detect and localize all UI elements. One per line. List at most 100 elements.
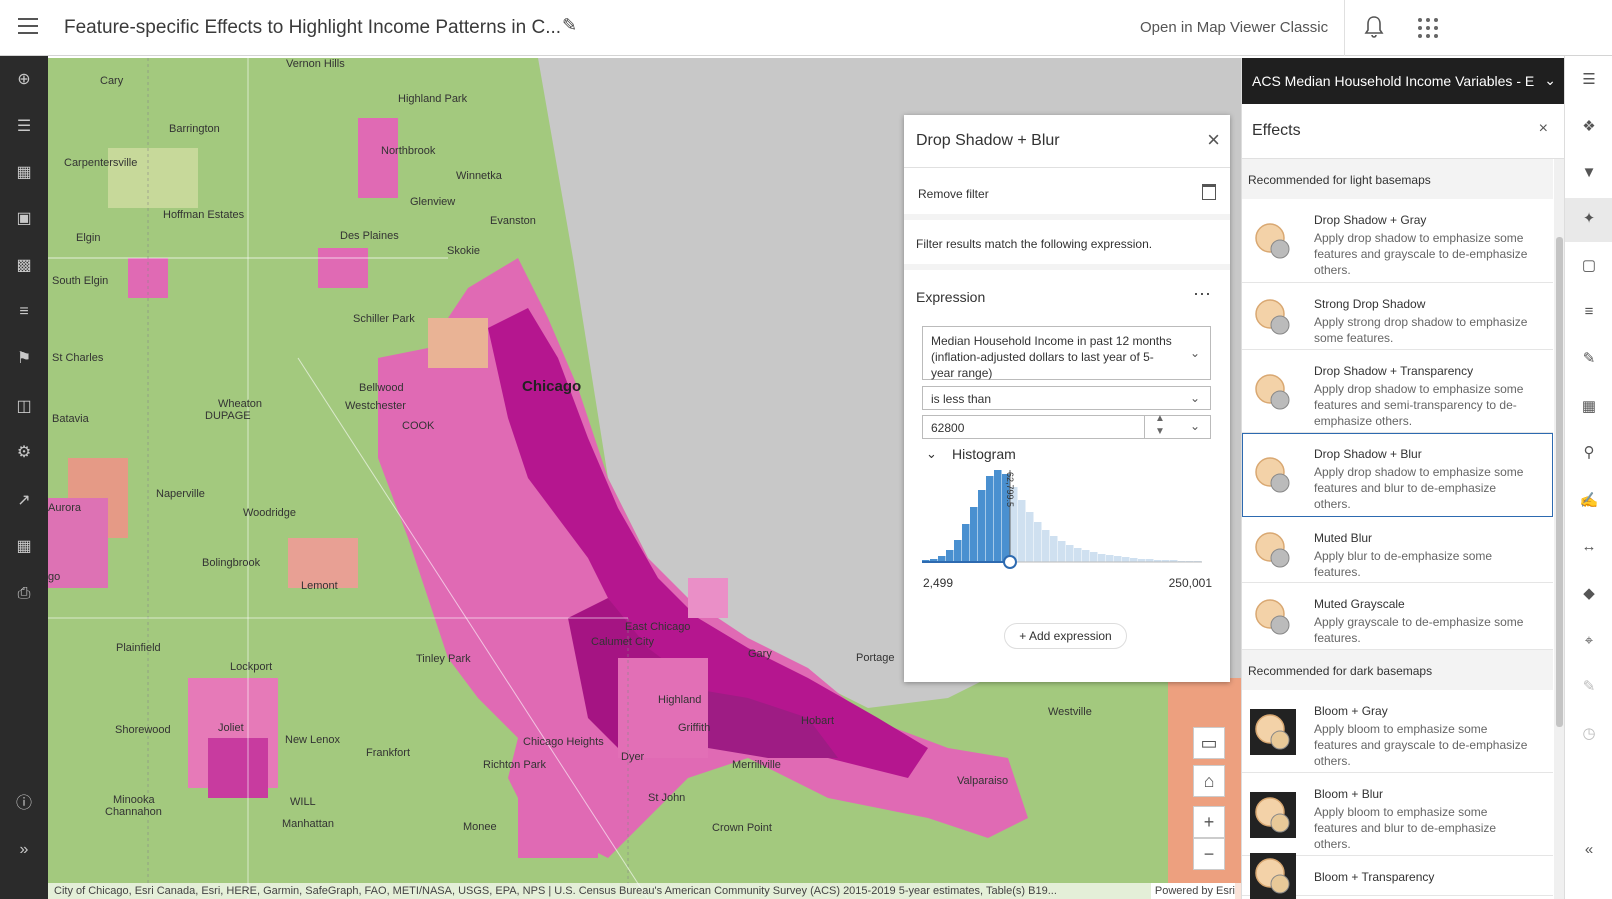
histogram-chart[interactable]: 62,799.5 xyxy=(922,470,1211,574)
close-icon[interactable]: × xyxy=(1538,120,1548,137)
map-label: Chicago xyxy=(522,378,582,395)
map-label: Woodridge xyxy=(243,507,296,519)
info-icon[interactable]: ⓘ xyxy=(15,795,32,812)
effect-item[interactable]: Bloom + Transparency xyxy=(1242,853,1553,899)
zoom-in-button[interactable]: + xyxy=(1193,806,1225,838)
location-icon[interactable]: ⌖ xyxy=(1584,632,1594,649)
chevron-down-icon[interactable]: ⌄ xyxy=(1189,419,1200,433)
filter-icon[interactable]: ▼ xyxy=(1581,164,1597,181)
properties-icon[interactable]: ☰ xyxy=(1582,71,1596,88)
trash-icon[interactable] xyxy=(1202,184,1216,200)
header-divider xyxy=(1344,0,1345,56)
effect-item[interactable]: Drop Shadow + Blur Apply drop shadow to e… xyxy=(1242,433,1553,517)
measure-icon[interactable]: ↔ xyxy=(1581,538,1597,555)
effect-item[interactable]: Muted Blur Apply blur to de-emphasize som… xyxy=(1242,517,1553,583)
effects-panel: ACS Median Household Income Variables - … xyxy=(1241,58,1565,899)
histogram-bar xyxy=(1138,559,1146,562)
field-select[interactable]: Median Household Income in past 12 month… xyxy=(922,326,1211,380)
histogram-max: 250,001 xyxy=(1168,576,1212,590)
map-label: New Lenox xyxy=(285,734,341,746)
stepper-up-icon[interactable]: ▲ xyxy=(1155,413,1165,424)
search-icon[interactable]: ⚲ xyxy=(1583,444,1595,461)
map-label: East Chicago xyxy=(625,621,691,633)
open-classic-link[interactable]: Open in Map Viewer Classic xyxy=(1140,19,1329,36)
chevron-down-icon[interactable]: ⌄ xyxy=(1544,72,1556,88)
remove-filter-row[interactable]: Remove filter xyxy=(904,168,1230,220)
basemap-icon[interactable]: ▣ xyxy=(16,210,32,227)
powered-by-esri[interactable]: Powered by Esri xyxy=(1150,883,1235,899)
stepper-down-icon[interactable]: ▼ xyxy=(1155,426,1165,437)
effect-preview-icon xyxy=(1255,298,1290,334)
screenshot-icon[interactable]: ▭ xyxy=(1193,727,1225,759)
directions-icon[interactable]: ◆ xyxy=(1583,585,1595,602)
effects-icon[interactable]: ✦ xyxy=(1582,210,1596,227)
home-icon[interactable]: ⌂ xyxy=(1193,765,1225,797)
map-label: Dyer xyxy=(621,751,645,763)
scrollbar-thumb[interactable] xyxy=(1556,237,1563,727)
effect-item[interactable]: Drop Shadow + Transparency Apply drop sha… xyxy=(1242,350,1553,433)
app-launcher-icon[interactable] xyxy=(1418,18,1438,38)
value-input[interactable]: 62800 ▲ ▼ ⌄ xyxy=(922,413,1211,439)
add-layer-icon[interactable]: ⊕ xyxy=(17,71,31,88)
save-icon[interactable]: ◫ xyxy=(16,398,32,415)
map-label: Highland Park xyxy=(398,93,468,105)
tables-icon[interactable]: ▦ xyxy=(16,164,32,181)
map-label: Vernon Hills xyxy=(286,58,345,70)
configure-icon[interactable]: ▦ xyxy=(1581,398,1597,415)
effect-name: Strong Drop Shadow xyxy=(1314,297,1426,311)
sketch-icon[interactable]: ✍ xyxy=(1579,492,1599,509)
labels-icon[interactable]: ✎ xyxy=(1582,350,1596,367)
histogram-bar xyxy=(1026,512,1034,562)
map-label: Plainfield xyxy=(116,642,161,654)
popups-icon[interactable]: ▢ xyxy=(1581,257,1597,274)
layers-icon[interactable]: ☰ xyxy=(16,118,32,135)
effect-preview-icon xyxy=(1250,708,1296,755)
effect-item[interactable]: Muted Grayscale Apply grayscale to de-emp… xyxy=(1242,583,1553,650)
map-label: South Elgin xyxy=(52,275,109,287)
settings-gear-icon[interactable]: ⚙ xyxy=(16,444,32,461)
add-expression-label: Add expression xyxy=(1028,629,1112,643)
value-stepper[interactable]: ▲ ▼ ⌄ xyxy=(1144,413,1210,438)
map-label: Joliet xyxy=(218,722,244,734)
more-options-icon[interactable]: ⋯ xyxy=(1193,284,1212,304)
bookmarks-icon[interactable]: ⚑ xyxy=(16,350,32,367)
map-label: Portage xyxy=(856,652,895,664)
legend-icon[interactable]: ≡ xyxy=(19,303,29,320)
menu-icon[interactable] xyxy=(18,18,38,34)
app-header: Feature-specific Effects to Highlight In… xyxy=(0,0,1612,56)
effect-name: Drop Shadow + Transparency xyxy=(1314,364,1474,378)
edit-title-icon[interactable]: ✎ xyxy=(562,15,578,35)
map-label: Barrington xyxy=(169,123,220,135)
right-toolbar: ☰ ❖ ▼ ✦ ▢ ≡ ✎ ▦ ⚲ ✍ ↔ ◆ ⌖ ✎ ◷ « xyxy=(1564,56,1612,899)
layer-title-bar[interactable]: ACS Median Household Income Variables - … xyxy=(1242,58,1564,104)
notifications-bell-icon[interactable] xyxy=(1362,14,1386,40)
histogram-bar xyxy=(1002,474,1010,562)
effect-item[interactable]: Drop Shadow + Gray Apply drop shadow to e… xyxy=(1242,199,1553,283)
map-label: Westville xyxy=(1048,706,1092,718)
expand-toolbar-icon[interactable]: » xyxy=(19,841,29,858)
effect-item[interactable]: Bloom + Gray Apply bloom to emphasize som… xyxy=(1242,690,1553,773)
histogram-bar xyxy=(1058,541,1066,562)
charts-icon[interactable]: ▩ xyxy=(16,257,32,274)
zoom-out-button[interactable]: − xyxy=(1193,838,1225,870)
print-icon[interactable]: ⎙ xyxy=(17,585,31,602)
histogram-label: Histogram xyxy=(952,446,1016,462)
operator-select[interactable]: is less than ⌄ xyxy=(922,386,1211,410)
edit-icon: ✎ xyxy=(1582,678,1596,695)
styles-icon[interactable]: ❖ xyxy=(1582,118,1596,135)
effects-scrollbar[interactable] xyxy=(1554,159,1565,899)
map-label: COOK xyxy=(402,420,435,432)
effect-item[interactable]: Bloom + Blur Apply bloom to emphasize som… xyxy=(1242,773,1553,856)
collapse-icon[interactable]: « xyxy=(1584,841,1594,858)
map-label: Tinley Park xyxy=(416,653,471,665)
histogram-bar xyxy=(1098,554,1106,562)
fields-icon[interactable]: ≡ xyxy=(1584,303,1594,320)
share-icon[interactable]: ↗ xyxy=(17,492,31,509)
histogram-slider-handle[interactable] xyxy=(1003,555,1017,569)
add-expression-button[interactable]: + Add expression xyxy=(1004,623,1127,649)
effect-item[interactable]: Strong Drop Shadow Apply strong drop shad… xyxy=(1242,283,1553,350)
create-app-icon[interactable]: ▦ xyxy=(16,538,32,555)
close-icon[interactable]: × xyxy=(1207,127,1220,152)
effect-name: Bloom + Transparency xyxy=(1314,870,1435,884)
histogram-toggle-icon[interactable]: ⌄ xyxy=(926,446,937,461)
